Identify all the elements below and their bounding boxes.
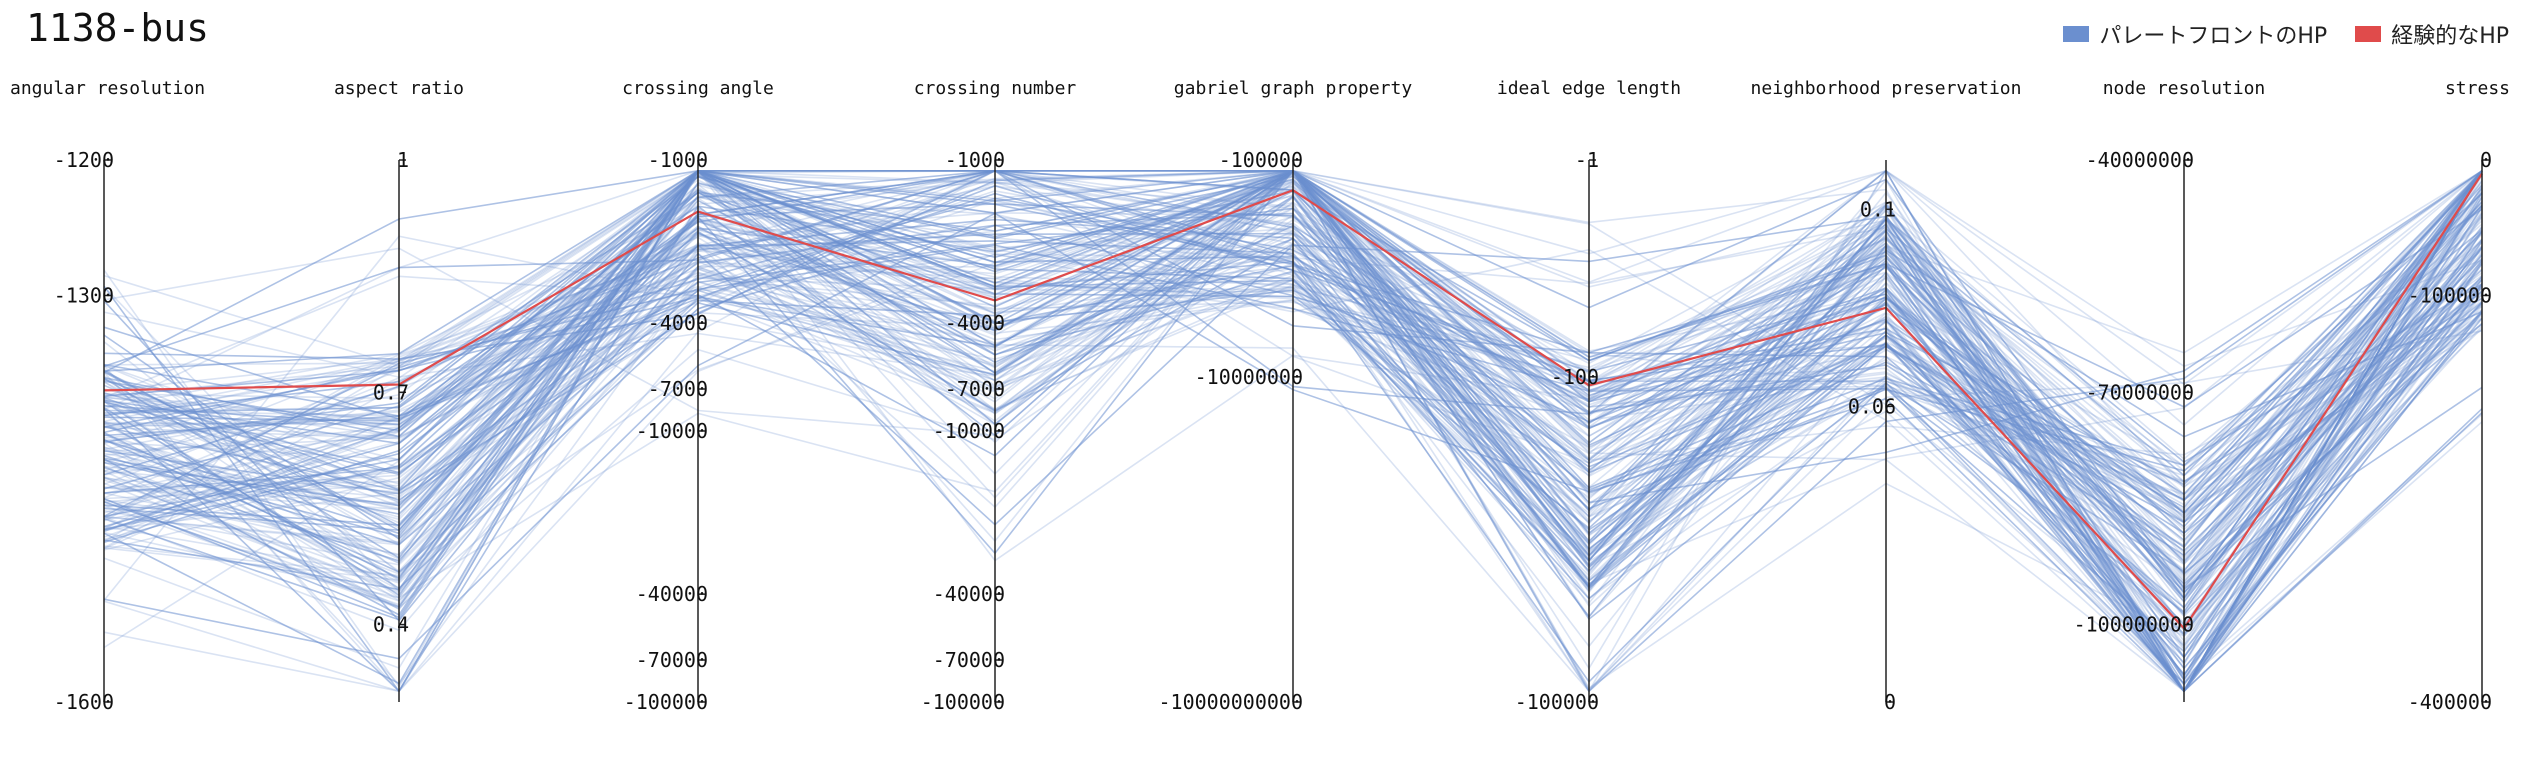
tick-label: 0.06 bbox=[1848, 394, 1896, 418]
axis-2: crossing angle -1000 -4000 -7000 -10000 -4000… bbox=[622, 78, 774, 714]
tick-label: -1600 bbox=[54, 690, 114, 714]
tick-label: -100000 bbox=[624, 690, 708, 714]
tick-label: 0 bbox=[1884, 690, 1896, 714]
tick-label: -40000 bbox=[636, 582, 708, 606]
axis-label: angular resolution bbox=[10, 78, 205, 99]
chart-title: 1138-bus bbox=[26, 6, 210, 50]
legend-item-pareto[interactable]: パレートフロントのHP bbox=[2063, 18, 2327, 50]
tick-label: 0.4 bbox=[373, 613, 409, 637]
axis-3: crossing number -1000 -4000 -7000 -10000 -400… bbox=[914, 78, 1077, 714]
tick-label: -10000000000 bbox=[1159, 690, 1304, 714]
tick-label: -100000 bbox=[1515, 690, 1599, 714]
tick-label: -100000000 bbox=[2074, 613, 2194, 637]
axis-label: crossing angle bbox=[622, 78, 774, 99]
tick-label: -40000 bbox=[933, 582, 1005, 606]
axis-4: gabriel graph property -100000 -10000000 -1… bbox=[1159, 78, 1413, 714]
legend-swatch-pareto bbox=[2063, 26, 2090, 42]
tick-label: -40000000 bbox=[2086, 148, 2194, 172]
axis-label: node resolution bbox=[2103, 78, 2266, 99]
tick-label: -10000000 bbox=[1195, 365, 1303, 389]
tick-label: -100000 bbox=[921, 690, 1005, 714]
legend-label-pareto: パレートフロントのHP bbox=[2099, 24, 2328, 49]
tick-label: -1 bbox=[1575, 148, 1599, 172]
axis-label: stress bbox=[2445, 78, 2510, 99]
tick-label: -70000 bbox=[933, 648, 1005, 672]
tick-label: -4000 bbox=[945, 311, 1005, 335]
axis-label: gabriel graph property bbox=[1174, 78, 1413, 99]
tick-label: 0 bbox=[2480, 148, 2492, 172]
tick-label: -7000 bbox=[945, 377, 1005, 401]
tick-label: 0.7 bbox=[373, 380, 409, 404]
axis-0: angular resolution -1200 -1300 -1600 bbox=[10, 78, 205, 714]
tick-label: -100000 bbox=[2408, 284, 2492, 308]
tick-label: -10000 bbox=[636, 419, 708, 443]
tick-label: -1300 bbox=[54, 284, 114, 308]
axes-layer: angular resolution -1200 -1300 -1600 aspect … bbox=[10, 78, 2510, 714]
axis-8: stress 0 -100000 -400000 bbox=[2408, 78, 2510, 714]
legend-swatch-empirical bbox=[2355, 26, 2382, 42]
tick-label: -10000 bbox=[933, 419, 1005, 443]
tick-label: -1200 bbox=[54, 148, 114, 172]
tick-label: -4000 bbox=[648, 311, 708, 335]
axis-5: ideal edge length -1 -100 -100000 bbox=[1497, 78, 1681, 714]
axis-6: neighborhood preservation 0.1 0.06 0 bbox=[1751, 78, 2022, 714]
tick-label: -7000 bbox=[648, 377, 708, 401]
axis-label: ideal edge length bbox=[1497, 78, 1681, 99]
axis-label: crossing number bbox=[914, 78, 1077, 99]
axis-label: aspect ratio bbox=[334, 78, 464, 99]
tick-label: 1 bbox=[397, 148, 409, 172]
legend: パレートフロントのHP 経験的なHP bbox=[2063, 18, 2509, 50]
axis-7: node resolution -40000000 -70000000 -100000… bbox=[2074, 78, 2266, 702]
legend-label-empirical: 経験的なHP bbox=[2391, 24, 2509, 49]
tick-label: -1000 bbox=[945, 148, 1005, 172]
tick-label: -70000 bbox=[636, 648, 708, 672]
tick-label: -100 bbox=[1551, 365, 1599, 389]
axis-label: neighborhood preservation bbox=[1751, 78, 2022, 99]
axis-1: aspect ratio 1 0.7 0.4 bbox=[334, 78, 464, 702]
tick-label: 0.1 bbox=[1860, 197, 1896, 221]
tick-label: -1000 bbox=[648, 148, 708, 172]
tick-label: -100000 bbox=[1219, 148, 1303, 172]
tick-label: -70000000 bbox=[2086, 380, 2194, 404]
legend-item-empirical[interactable]: 経験的なHP bbox=[2355, 18, 2509, 50]
tick-label: -400000 bbox=[2408, 690, 2492, 714]
